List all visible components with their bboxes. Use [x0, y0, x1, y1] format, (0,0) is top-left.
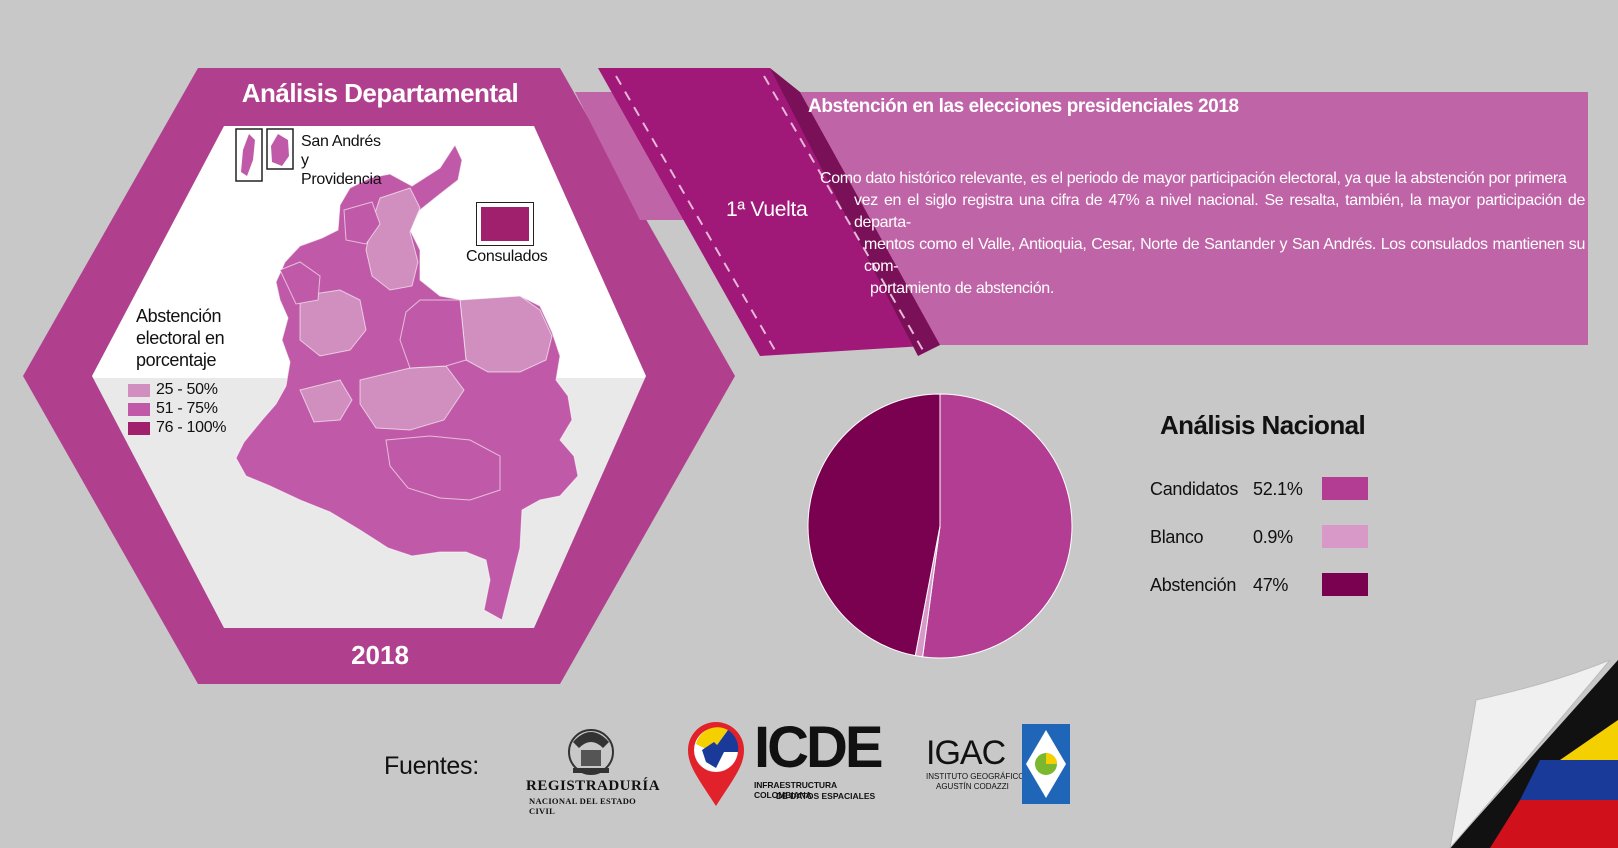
colombia-map	[235, 143, 579, 621]
national-pie-chart	[807, 393, 1073, 659]
banner-description: Como dato histórico relevante, es el per…	[820, 168, 1585, 300]
consulados-label: Consulados	[466, 248, 548, 265]
description-line: vez en el siglo registra una cifra de 47…	[854, 192, 1585, 231]
igac-name: IGAC	[926, 734, 1006, 772]
departmental-year: 2018	[351, 640, 409, 670]
fuentes-label: Fuentes:	[384, 752, 479, 780]
connector-band	[575, 92, 690, 220]
registraduria-emblem-icon	[568, 729, 614, 775]
consulados-swatch	[476, 202, 534, 246]
description-line: Como dato histórico relevante, es el per…	[820, 170, 1567, 187]
san-andres-label: San Andrés y Providencia	[301, 133, 382, 188]
icde-name: ICDE	[754, 715, 884, 780]
icde-pin-icon	[688, 722, 744, 806]
icde-logo: ICDE INFRAESTRUCTURA COLOMBIANA DE DATOS…	[686, 716, 886, 808]
national-row-pct: 47%	[1253, 575, 1289, 595]
igac-subtitle-2: AGUSTÍN CODAZZI	[936, 782, 1009, 791]
legend-item: 25 - 50%	[128, 381, 218, 399]
banner-ribbon	[598, 68, 940, 356]
round-label: 1ª Vuelta	[726, 198, 808, 221]
igac-emblem-icon	[1022, 724, 1070, 804]
igac-subtitle-1: INSTITUTO GEOGRÁFICO	[926, 772, 1025, 781]
description-line: mentos como el Valle, Antioquia, Cesar, …	[864, 236, 1585, 275]
national-title: Análisis Nacional	[1160, 410, 1366, 440]
national-row-label: Candidatos	[1150, 479, 1239, 499]
igac-logo: IGAC INSTITUTO GEOGRÁFICO AGUSTÍN CODAZZ…	[926, 722, 1086, 808]
icde-subtitle-1: INFRAESTRUCTURA COLOMBIANA	[754, 780, 837, 800]
legend-item: 76 - 100%	[128, 419, 227, 437]
description-line: portamiento de abstención.	[870, 280, 1054, 297]
departmental-title: Análisis Departamental	[241, 78, 519, 108]
legend-swatch	[128, 421, 150, 435]
pie-slice-candidatos	[922, 393, 1073, 659]
legend-swatch	[128, 383, 150, 397]
national-row-swatch	[1322, 477, 1368, 500]
legend-item: 51 - 75%	[128, 400, 218, 418]
national-row-pct: 52.1%	[1253, 479, 1303, 499]
legend-title: Abstención electoral en porcentaje	[136, 306, 225, 370]
national-row-pct: 0.9%	[1253, 527, 1293, 547]
registraduria-subtitle: NACIONAL DEL ESTADO CIVIL	[529, 796, 637, 816]
national-row-label: Blanco	[1150, 527, 1204, 547]
national-row-swatch	[1322, 525, 1368, 548]
banner-title: Abstención en las elecciones presidencia…	[808, 96, 1239, 117]
national-row-label: Abstención	[1150, 575, 1237, 595]
legend-label: 76 - 100%	[156, 419, 227, 436]
legend-label: 51 - 75%	[156, 400, 218, 417]
icde-subtitle-2: DE DATOS ESPACIALES	[776, 791, 876, 801]
registraduria-logo: REGISTRADURÍA NACIONAL DEL ESTADO CIVIL	[523, 722, 661, 816]
legend-label: 25 - 50%	[156, 381, 218, 398]
pie-slice-abstencin	[807, 393, 941, 657]
legend-swatch	[128, 402, 150, 416]
registraduria-name: REGISTRADURÍA	[526, 778, 661, 794]
national-row-swatch	[1322, 573, 1368, 596]
